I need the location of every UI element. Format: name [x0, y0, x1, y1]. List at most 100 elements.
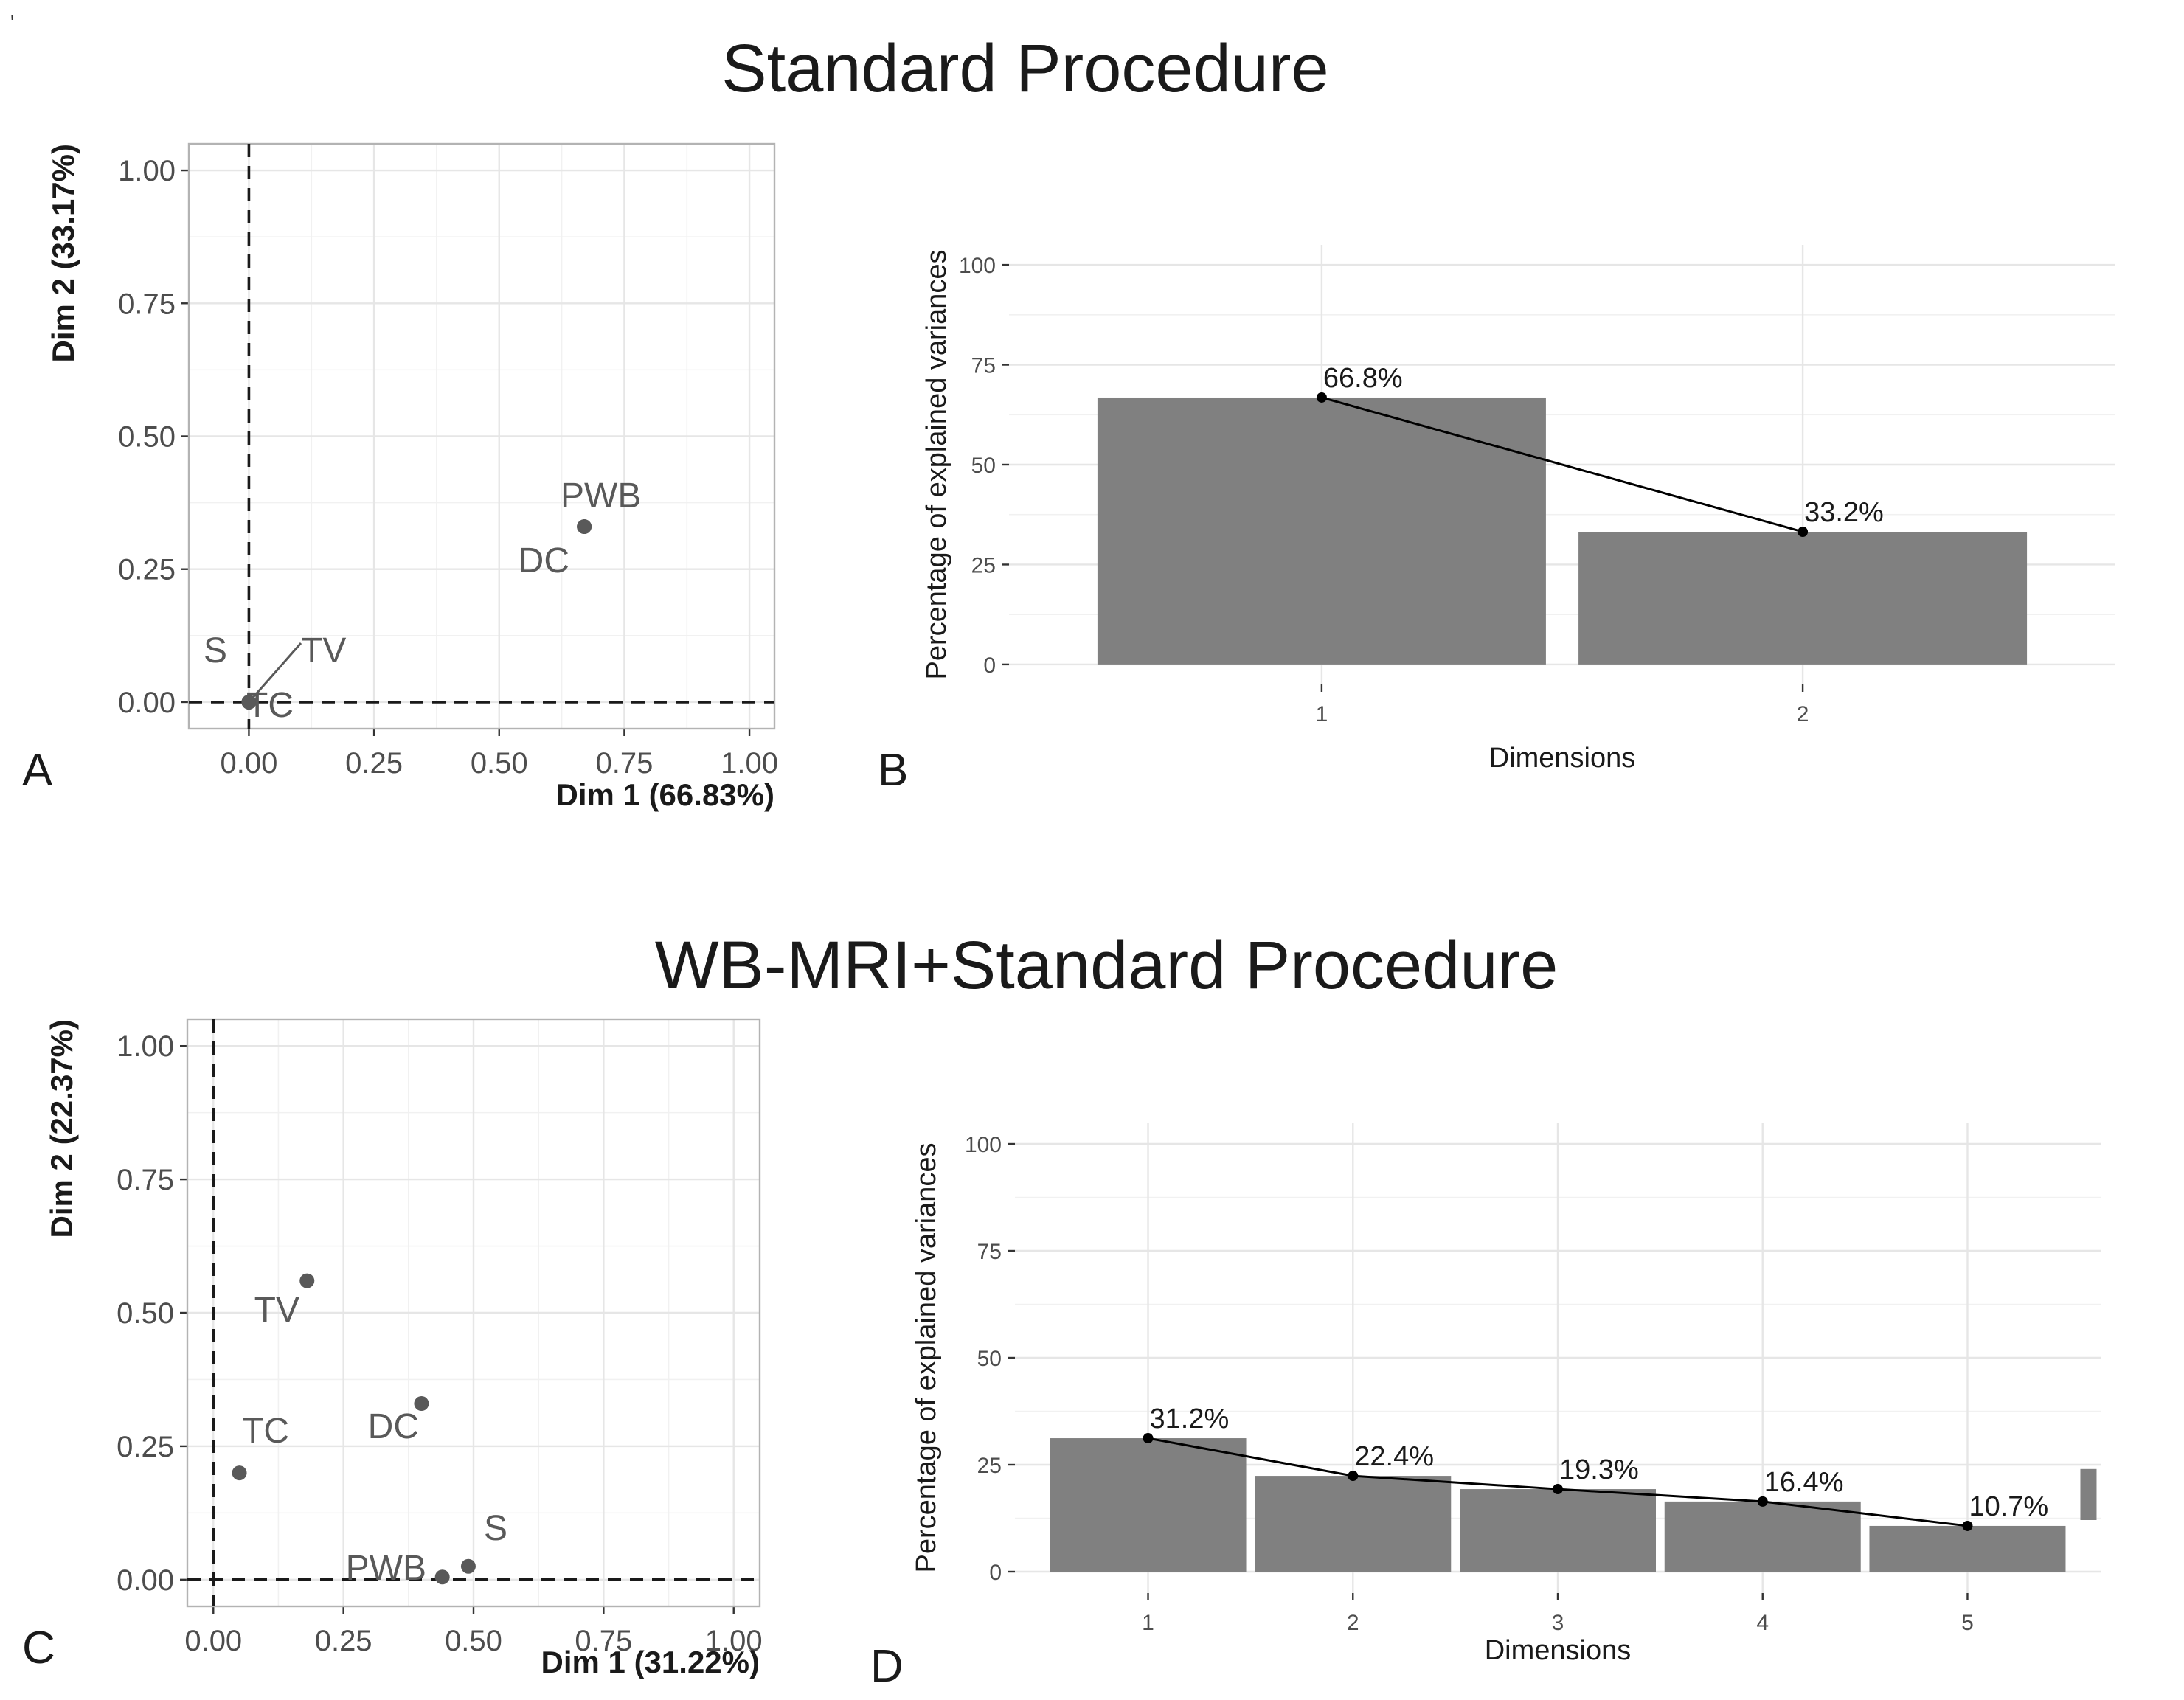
- x-axis-title: Dim 1 (66.83%): [556, 777, 774, 812]
- x-axis-title: Dimensions: [1485, 1635, 1632, 1666]
- x-tick-label: 4: [1756, 1611, 1769, 1635]
- data-point-tc: [241, 694, 257, 710]
- bar-value-label-4: 16.4%: [1764, 1467, 1844, 1498]
- point-label-dc: DC: [519, 541, 569, 580]
- label-connector: [248, 642, 302, 703]
- x-tick-label: 1.00: [721, 747, 778, 780]
- panel-letter-d: D: [870, 1641, 904, 1692]
- y-tick-label: 75: [977, 1240, 1002, 1264]
- scatter-panel-a: 0.00 0.25 0.50 0.75 1.00 0.00 0.25 0.50 0.75 1.00…: [46, 142, 778, 812]
- y-tick-label: 0: [983, 653, 996, 678]
- x-axis-title: Dim 1 (31.22%): [541, 1645, 760, 1679]
- x-tick-label: 1.00: [705, 1625, 763, 1657]
- x-tick-label: 0.50: [471, 747, 528, 780]
- point-label-tv: TV: [254, 1291, 299, 1330]
- scree-point-5: [1962, 1520, 1973, 1531]
- y-tick-label: 0.25: [117, 1431, 174, 1463]
- point-label-pwb: PWB: [346, 1549, 426, 1588]
- y-tick-label: 0.00: [117, 1564, 174, 1597]
- y-tick-label: 0.75: [118, 288, 176, 320]
- x-tick-label: 0.25: [315, 1625, 372, 1657]
- data-point-s: [460, 1558, 476, 1574]
- bar-dimension-1: [1097, 397, 1546, 665]
- data-point-tc: [232, 1465, 247, 1481]
- scree-line: [1321, 396, 1803, 533]
- y-tick-label: 25: [977, 1454, 1002, 1478]
- x-tick-label: 3: [1552, 1611, 1564, 1635]
- y-tick-label: 75: [971, 354, 996, 378]
- point-label-tv: TV: [301, 631, 346, 670]
- y-tick-label: 50: [971, 454, 996, 478]
- y-tick-label: 1.00: [118, 155, 176, 187]
- x-tick-label: 2: [1797, 702, 1809, 726]
- bar-value-label-5: 10.7%: [1969, 1491, 2048, 1522]
- data-point-tv: [299, 1273, 315, 1288]
- x-axis-title: Dimensions: [1489, 743, 1636, 774]
- bar-dimension-2: [1578, 532, 2028, 665]
- bar-value-label-2: 33.2%: [1804, 497, 1884, 528]
- point-label-tc: TC: [246, 686, 294, 725]
- point-label-pwb: PWB: [561, 476, 641, 516]
- bar-value-label-2: 22.4%: [1354, 1441, 1434, 1472]
- y-tick-label: 0: [989, 1561, 1002, 1585]
- panel-border: [186, 1018, 761, 1608]
- y-tick-label: 25: [971, 553, 996, 577]
- panel-letter-c: C: [22, 1623, 55, 1673]
- bar-dimension-5: [1869, 1525, 2066, 1572]
- scree-point-2: [1348, 1471, 1359, 1482]
- scatter-panel-c: 0.00 0.25 0.50 0.75 1.00 0.00 0.25 0.50 0.75 1.00…: [44, 1018, 763, 1679]
- x-tick-label: 0.50: [445, 1625, 502, 1657]
- x-tick-label: 0.75: [595, 747, 653, 780]
- x-tick-label: 0.75: [575, 1625, 632, 1657]
- scree-point-3: [1553, 1484, 1563, 1495]
- point-label-s: S: [484, 1509, 507, 1548]
- x-tick-label: 5: [1961, 1611, 1974, 1635]
- data-point-dc: [414, 1396, 429, 1412]
- panel-letter-b: B: [878, 745, 908, 796]
- y-tick-label: 50: [977, 1347, 1002, 1371]
- scree-panel-d: 0 25 50 75 100 1 2 3 4 5 31.2% 22.4% 19.3% 16.4% 10.7%…: [911, 1123, 2101, 1666]
- bar-value-label-1: 31.2%: [1150, 1404, 1230, 1434]
- bar-dimension-2: [1255, 1476, 1452, 1572]
- y-axis-title: Percentage of explained variances: [921, 249, 952, 679]
- y-tick-label: 0.25: [118, 554, 176, 586]
- x-tick-label: 1: [1142, 1611, 1154, 1635]
- bar-value-label-3: 19.3%: [1559, 1454, 1639, 1485]
- x-tick-label: 1: [1316, 702, 1328, 726]
- scree-point-1: [1316, 392, 1327, 403]
- y-tick-label: 0.50: [117, 1297, 174, 1330]
- point-label-dc: DC: [368, 1407, 419, 1446]
- x-tick-label: 2: [1347, 1611, 1359, 1635]
- y-tick-label: 1.00: [117, 1030, 174, 1063]
- y-tick-label: 0.75: [117, 1164, 174, 1196]
- y-axis-title: Dim 2 (22.37%): [44, 1019, 79, 1238]
- y-axis-title: Dim 2 (33.17%): [46, 144, 80, 362]
- panel-letter-a: A: [22, 745, 53, 796]
- y-tick-label: 0.00: [118, 687, 176, 719]
- bar-cropped-extra: [2080, 1468, 2097, 1520]
- scree-point-2: [1798, 527, 1809, 538]
- y-tick-label: 100: [959, 254, 996, 278]
- scree-panel-b: 0 25 50 75 100 1 2 66.8% 33.2% Dimensions Percenta…: [921, 245, 2115, 774]
- bar-dimension-3: [1460, 1489, 1656, 1572]
- point-label-s: S: [204, 631, 227, 670]
- panel-border: [187, 142, 776, 730]
- y-tick-label: 100: [965, 1133, 1002, 1157]
- data-point-pwb: [434, 1569, 450, 1585]
- section-title-standard: Standard Procedure: [721, 31, 1328, 106]
- point-label-tc: TC: [242, 1412, 289, 1451]
- x-tick-label: 0.25: [345, 747, 403, 780]
- data-point-dc: [577, 519, 592, 535]
- section-title-wbmri: WB-MRI+Standard Procedure: [655, 928, 1559, 1003]
- x-tick-label: 0.00: [221, 747, 278, 780]
- stray-mark: ': [10, 11, 14, 34]
- bar-value-label-1: 66.8%: [1323, 363, 1403, 394]
- bar-dimension-1: [1050, 1438, 1247, 1572]
- scree-point-4: [1757, 1496, 1768, 1507]
- x-tick-label: 0.00: [184, 1625, 242, 1657]
- y-tick-label: 0.50: [118, 421, 176, 454]
- scree-point-1: [1143, 1433, 1154, 1444]
- bar-dimension-4: [1664, 1501, 1861, 1572]
- y-axis-title: Percentage of explained variances: [911, 1142, 942, 1572]
